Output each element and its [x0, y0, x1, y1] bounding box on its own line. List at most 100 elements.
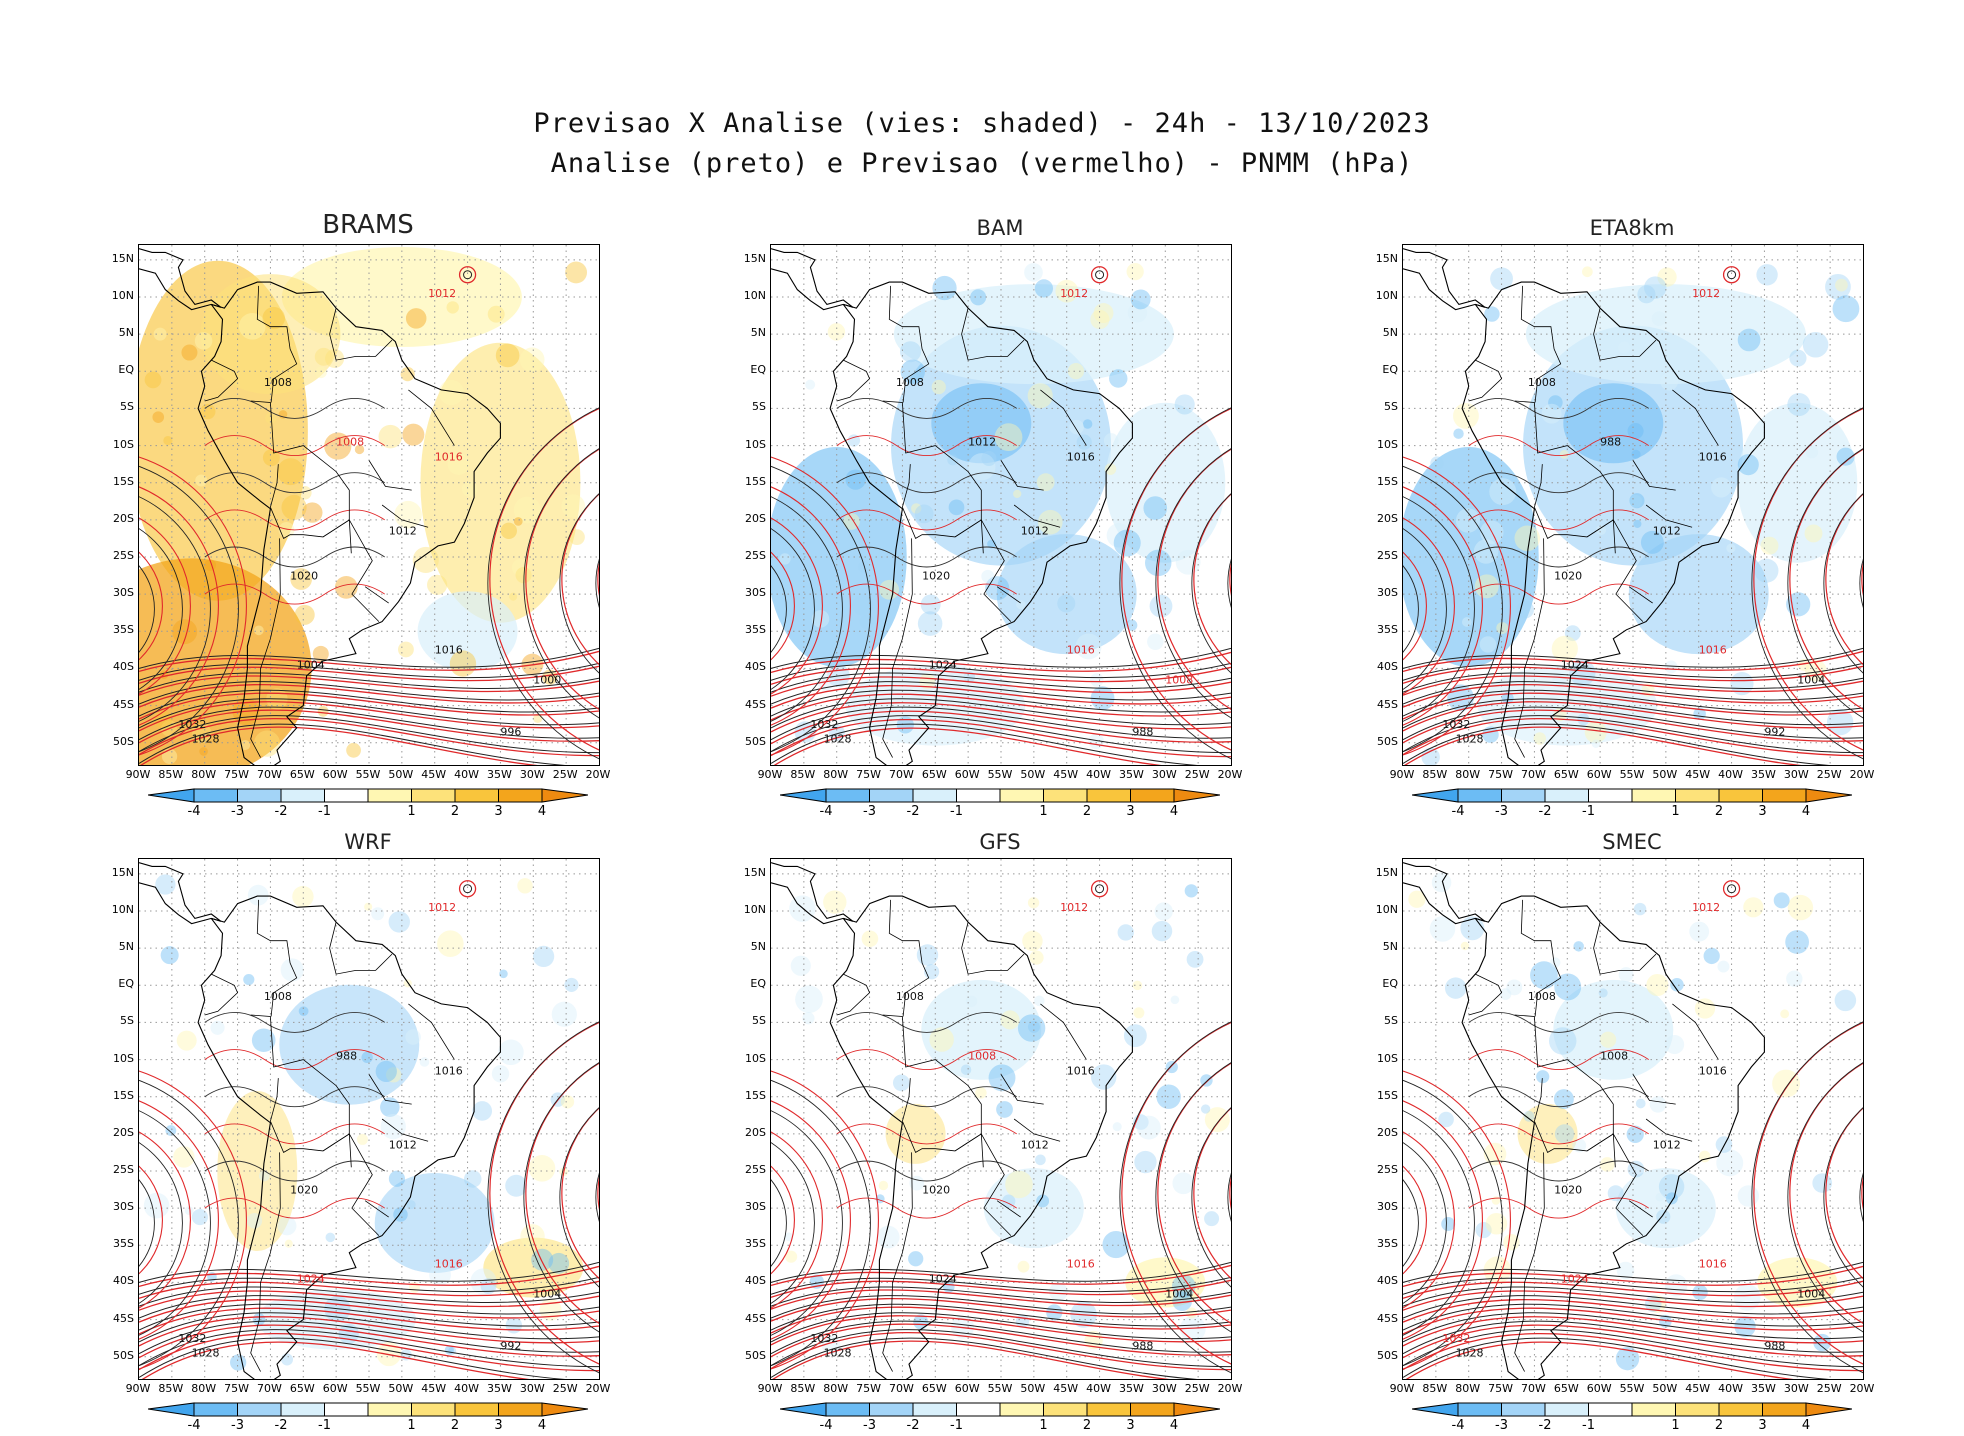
country-border: [1013, 504, 1061, 528]
bias-speck: [1055, 279, 1079, 303]
isobar-forecast: [1403, 709, 1863, 744]
bias-speck: [531, 1248, 554, 1271]
bias-speck: [899, 341, 922, 363]
lat-tick-label: EQ: [1382, 977, 1398, 991]
bias-speck: [1786, 592, 1811, 617]
lat-tick-label: 5S: [120, 400, 134, 414]
bias-speck: [1627, 422, 1644, 440]
lon-tick-label: 75W: [224, 1382, 249, 1395]
bias-speck: [1200, 1074, 1213, 1087]
figure-title-line1: Previsao X Analise (vies: shaded) - 24h …: [533, 108, 1431, 139]
isobar-analysis: [139, 647, 599, 669]
colorbar-label: -2: [906, 1418, 920, 1433]
isobar-analysis: [139, 1079, 239, 1367]
bias-speck: [1506, 979, 1523, 996]
isobar-forecast: [139, 1070, 247, 1370]
colorbar-label: 4: [1801, 804, 1811, 819]
bias-speck: [861, 930, 879, 948]
bias-speck: [994, 423, 1023, 452]
isobar-forecast: [1789, 448, 1863, 710]
lon-tick-label: 70W: [256, 768, 282, 781]
bias-speck: [1147, 633, 1164, 650]
colorbar-label: 2: [1082, 1418, 1092, 1433]
isobar-analysis: [1403, 1261, 1863, 1283]
colorbar-label: -1: [1582, 1418, 1595, 1433]
isobar-forecast: [1403, 1316, 1863, 1347]
bias-speck: [388, 911, 410, 933]
bias-speck: [1644, 1295, 1662, 1313]
lon-tick-label: 20W: [1849, 768, 1875, 781]
colorbar-label: 1: [1671, 804, 1680, 819]
bias-speck: [247, 884, 269, 906]
colorbar-swatch: [1544, 788, 1589, 803]
bias-speck: [1485, 1212, 1508, 1235]
bias-speck: [1572, 1138, 1587, 1153]
isobar-forecast: [1121, 1022, 1231, 1365]
lat-tick-label: 15N: [1375, 251, 1398, 265]
isobar-forecast: [772, 1340, 1171, 1379]
isobar-analysis: [1403, 496, 1475, 722]
bias-speck: [1717, 960, 1730, 973]
isobar-label: 988: [1132, 725, 1153, 738]
isobar-label: 1016: [435, 450, 463, 463]
bias-speck: [1186, 950, 1204, 968]
colorbar: -4 -3 -2 -1 1 2 3 4: [1412, 788, 1852, 822]
map-canvas: 1012 1008 1016 1020 1012 1024 1028 1032 1008 988 1…: [771, 245, 1231, 765]
colorbar-canvas: [148, 788, 588, 803]
isobar-forecast: [771, 1279, 1231, 1298]
bias-speck: [1013, 489, 1022, 499]
bias-speck: [1514, 525, 1541, 552]
bias-speck: [1037, 509, 1063, 535]
isobar-analysis: [771, 496, 843, 722]
country-border: [1632, 1074, 1676, 1105]
lat-tick-label: 10N: [743, 289, 766, 302]
colorbar-arrow-left: [148, 788, 195, 803]
country-border: [1593, 922, 1657, 975]
lat-tick-label: 25S: [1377, 1163, 1398, 1176]
bias-speck: [165, 1125, 177, 1136]
bias-speck: [480, 1278, 497, 1295]
isobar-analysis: [204, 1086, 385, 1108]
isobar-forecast: [771, 676, 1231, 697]
colorbar-swatch: [411, 788, 456, 803]
lon-tick-label: 75W: [856, 768, 881, 781]
colorbar-swatch: [367, 1402, 412, 1417]
isobar-analysis: [771, 723, 1199, 765]
colorbar-swatch: [869, 788, 914, 803]
isobar-label: 1020: [290, 569, 318, 582]
bias-speck: [1075, 633, 1102, 660]
bias-speck: [1473, 539, 1499, 564]
colorbar-canvas: [780, 788, 1220, 803]
bias-speck: [1067, 363, 1085, 380]
lon-tick-label: 50W: [388, 768, 414, 781]
isobars: [771, 880, 1231, 1379]
isobar-forecast: [1193, 493, 1231, 666]
colorbar: -4 -3 -2 -1 1 2 3 4: [148, 788, 588, 822]
isobar-forecast: [1753, 408, 1863, 751]
lon-tick-label: 65W: [289, 768, 315, 781]
bias-area: [281, 247, 522, 347]
colorbar-label: 3: [1758, 1418, 1767, 1433]
isobar-label: 1032: [1442, 1332, 1470, 1345]
isobar-analysis: [771, 715, 1231, 754]
country-border: [368, 460, 412, 491]
isobar-forecast: [771, 1323, 1231, 1358]
country-border: [256, 899, 298, 1017]
lat-tick-label: 5N: [750, 940, 766, 954]
bias-speck: [1772, 1069, 1801, 1098]
bias-speck: [1754, 558, 1779, 583]
isobar-analysis: [139, 689, 599, 717]
bias-speck: [1430, 456, 1444, 470]
isobar-label: 1016: [1699, 1258, 1727, 1271]
country-border: [902, 1078, 911, 1122]
isobars: [139, 266, 599, 765]
isobars: [139, 880, 599, 1379]
isobar-analysis: [139, 528, 183, 690]
isobar-forecast: [771, 486, 851, 726]
bias-area: [1563, 383, 1664, 464]
colorbar-label: -3: [1495, 1418, 1508, 1433]
bias-speck: [143, 1192, 170, 1219]
isobar-analysis: [139, 1320, 599, 1355]
lat-tick-label: 15N: [1375, 865, 1398, 879]
country-border: [270, 1078, 279, 1122]
